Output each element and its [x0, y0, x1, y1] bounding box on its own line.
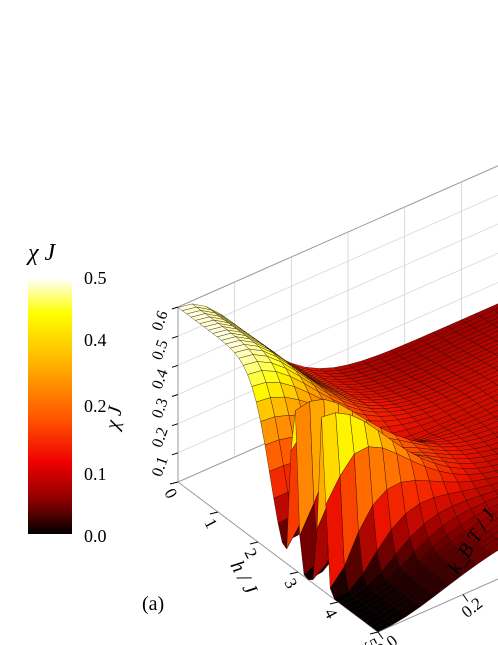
colorbar-tick: 0.5 [84, 268, 107, 288]
surface [177, 303, 498, 633]
z-tick-label: 0.3 [149, 396, 172, 421]
z-tick-label: 0.6 [149, 309, 172, 334]
y-tick-label: 0.2 [458, 594, 486, 622]
colorbar-tick: 0.0 [84, 526, 107, 546]
x-tick-label: 3 [280, 575, 301, 591]
colorbar-tick: 0.4 [84, 330, 107, 350]
z-tick-label: 0.1 [149, 454, 172, 479]
colorbar-tick: 0.2 [84, 396, 107, 416]
colorbar [28, 278, 72, 534]
panel-label: (a) [142, 593, 165, 615]
x-tick-label: 4 [320, 605, 341, 622]
z-tick-label: 0.5 [149, 338, 172, 363]
x-tick-label: 5 [360, 635, 381, 645]
colorbar-title: χ J [28, 240, 56, 266]
colorbar-tick: 0.1 [84, 464, 107, 484]
x-tick-label: 1 [200, 515, 221, 531]
z-axis-label: χ J [101, 404, 127, 433]
x-tick-label: 0 [160, 485, 181, 501]
z-tick-label: 0.2 [149, 425, 172, 450]
x-axis-label: h / J [226, 557, 262, 599]
z-tick-label: 0.4 [149, 367, 172, 392]
